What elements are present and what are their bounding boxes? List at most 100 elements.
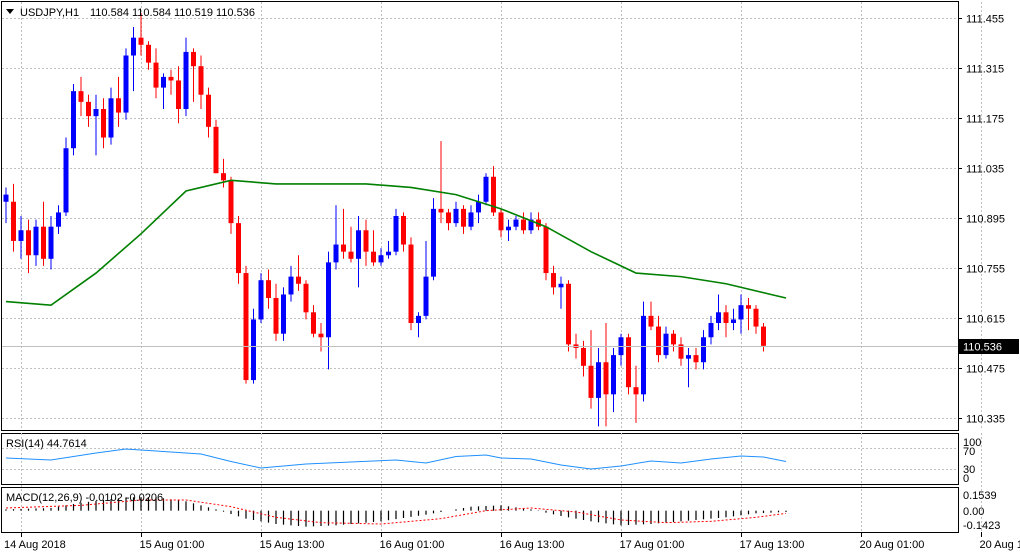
rsi-panel-frame [1, 433, 959, 485]
candle-body [738, 305, 744, 320]
candle-body [71, 91, 76, 149]
candle-body [146, 44, 151, 63]
current-price-box [959, 339, 1019, 354]
price-tick: 110.755 [966, 264, 1005, 276]
rsi-tick: 100 [963, 437, 981, 449]
time-tick: 20 Aug 01:00 [860, 539, 925, 551]
candle-body [656, 326, 661, 356]
candle-body [198, 66, 204, 95]
current-price-label: 110.536 [963, 342, 1002, 354]
candle-body [603, 362, 609, 395]
time-tick: 16 Aug 01:00 [380, 539, 445, 551]
macd-tick: 0.00 [963, 506, 984, 518]
candle-body [221, 173, 226, 181]
candle-body [11, 201, 16, 241]
price-axis: 111.455 111.315 111.175 111.035 110.895 … [966, 14, 1005, 426]
candle-body [468, 212, 474, 227]
price-tick: 110.335 [966, 414, 1005, 426]
candle-body [416, 315, 421, 323]
candle-body [78, 91, 84, 102]
candle-body [251, 319, 256, 381]
macd-panel-frame [1, 487, 959, 533]
candle-body [131, 37, 136, 56]
macd-label: MACD(12,26,9) -0.0102 -0.0206 [6, 492, 163, 504]
candle-body [671, 333, 676, 345]
candle-body [63, 148, 69, 213]
candle-body [506, 226, 511, 231]
candle-body [258, 280, 264, 320]
price-tick: 111.315 [966, 64, 1004, 76]
candle-body [408, 244, 414, 323]
candle-body [18, 230, 24, 241]
candle-body [206, 94, 211, 127]
candle-body [311, 312, 316, 334]
macd-histogram [5, 497, 787, 527]
rsi-label: RSI(14) 44.7614 [6, 438, 87, 450]
candle-body [326, 262, 331, 338]
macd-signal-line [5, 499, 787, 525]
candle-body [101, 109, 106, 138]
time-tick: 16 Aug 13:00 [500, 539, 565, 551]
candle-body [296, 276, 301, 284]
candle-body [588, 365, 594, 398]
candle-body [633, 387, 639, 395]
price-tick: 111.455 [966, 14, 1004, 26]
moving-average-line [5, 179, 787, 306]
rsi-tick: 30 [963, 464, 975, 476]
candle-body [371, 251, 376, 263]
symbol-label[interactable]: USDJPY,H1 [20, 7, 79, 19]
price-tick: 110.615 [966, 314, 1005, 326]
candle-body [318, 333, 324, 338]
candle-body [243, 273, 249, 381]
candle-body [626, 337, 631, 388]
candle-body [461, 208, 466, 227]
candle-body [581, 347, 586, 366]
time-tick: 20 Aug 13:00 [980, 539, 1020, 551]
candle-body [701, 337, 706, 363]
candle-body [648, 315, 654, 327]
symbol-menu-arrow-icon[interactable] [6, 9, 14, 14]
candle-body [26, 230, 31, 256]
rsi-tick: 70 [963, 446, 975, 458]
candle-body [558, 283, 564, 288]
candle-body [116, 98, 121, 113]
candle-body [663, 333, 669, 356]
price-tick: 111.035 [966, 164, 1004, 176]
candle-body [543, 226, 549, 274]
candle-body [93, 109, 99, 117]
candle-body [273, 298, 279, 334]
candle-body [723, 312, 729, 323]
candle-body [483, 176, 489, 202]
candle-body [551, 273, 556, 288]
time-tick: 15 Aug 13:00 [260, 539, 325, 551]
candle-body [153, 62, 159, 88]
candle-body [753, 308, 759, 327]
candle-body [183, 51, 189, 109]
candle-body [731, 319, 736, 323]
candle-body [41, 226, 46, 259]
candle-body [521, 219, 526, 231]
candle-body [401, 216, 406, 245]
candle-body [431, 208, 436, 277]
candle-body [686, 355, 691, 359]
candle-body [761, 326, 766, 346]
candle-body [333, 244, 339, 263]
candle-body [3, 194, 9, 202]
candle-body [48, 226, 54, 259]
candle-body [393, 216, 399, 252]
candle-body [363, 230, 369, 252]
candle-body [108, 98, 114, 138]
candle-body [168, 76, 174, 81]
candle-body [716, 312, 721, 323]
candle-body [228, 180, 234, 224]
candle-body [438, 208, 444, 213]
candle-body [641, 315, 646, 395]
price-tick: 110.475 [966, 364, 1005, 376]
candle-body [386, 251, 391, 256]
candle-body [378, 255, 384, 263]
candle-body [528, 219, 534, 231]
price-tick: 111.175 [966, 114, 1004, 126]
rsi-tick: 0 [963, 473, 969, 485]
candle-body [348, 251, 354, 259]
